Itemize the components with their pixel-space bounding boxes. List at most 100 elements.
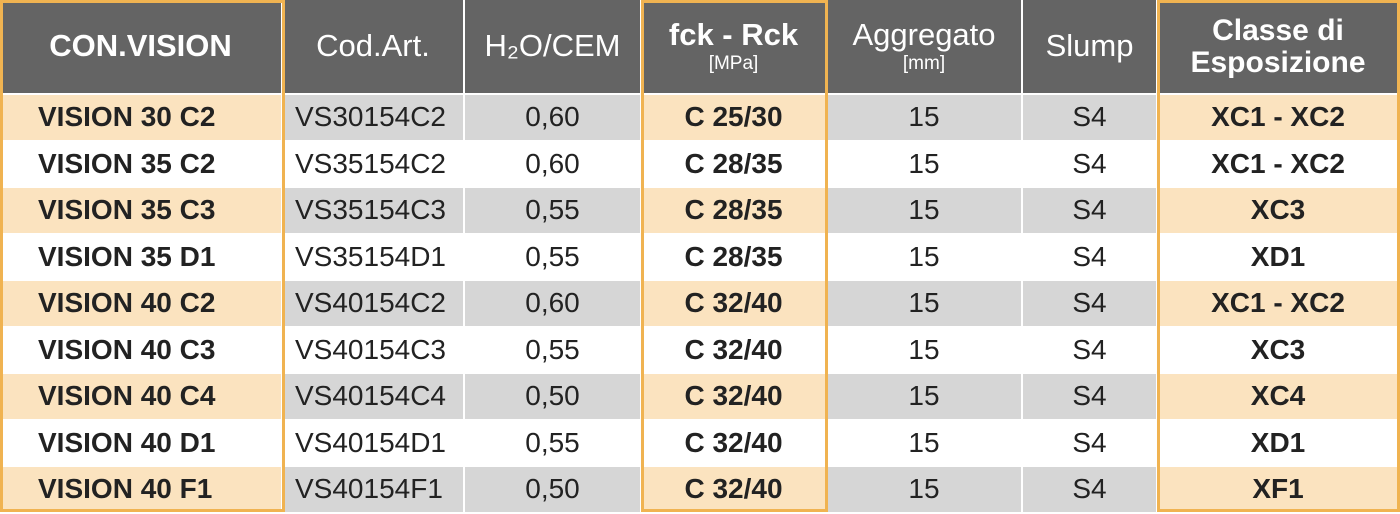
cell-slump-text: S4: [1072, 101, 1107, 133]
header-code: Cod.Art.: [283, 0, 465, 95]
cell-code-text: VS40154C3: [295, 333, 447, 365]
cell-exposure-text: XC3: [1250, 333, 1306, 365]
cell-exposure: XC1 - XC2: [1158, 281, 1400, 328]
cell-exposure: XF1: [1158, 467, 1400, 514]
cell-exposure: XC4: [1158, 374, 1400, 421]
cell-exposure-text: XD1: [1250, 426, 1306, 458]
header-slump-text: Slump: [1045, 28, 1134, 64]
cell-slump: S4: [1023, 467, 1158, 514]
cell-code-text: VS40154C2: [295, 287, 447, 319]
header-strength-unit: [MPa]: [708, 53, 759, 75]
cell-code-text: VS40154C4: [295, 380, 447, 412]
cell-aggregate-text: 15: [908, 333, 940, 365]
cell-strength: C 32/40: [642, 281, 827, 328]
cell-ratio: 0,55: [465, 327, 642, 374]
header-ratio-text: H₂O/CEM: [484, 28, 621, 64]
cell-ratio-text: 0,55: [525, 194, 580, 226]
cell-exposure-text: XC3: [1250, 194, 1306, 226]
cell-ratio-text: 0,60: [525, 147, 580, 179]
cell-slump: S4: [1023, 234, 1158, 281]
header-slump: Slump: [1023, 0, 1158, 95]
cell-aggregate-text: 15: [908, 380, 940, 412]
cell-code-text: VS35154C2: [295, 147, 447, 179]
cell-strength: C 32/40: [642, 374, 827, 421]
cell-strength-text: C 32/40: [684, 426, 783, 458]
cell-ratio-text: 0,55: [525, 240, 580, 272]
cell-ratio-text: 0,50: [525, 380, 580, 412]
cell-name: VISION 35 D1: [0, 234, 283, 281]
cell-aggregate-text: 15: [908, 426, 940, 458]
cell-code: VS40154C4: [283, 374, 465, 421]
cell-strength-text: C 32/40: [684, 473, 783, 505]
cell-aggregate: 15: [827, 188, 1023, 235]
cell-ratio: 0,60: [465, 95, 642, 142]
header-strength-text: fck - Rck: [668, 16, 799, 52]
cell-aggregate: 15: [827, 420, 1023, 467]
cell-name-text: VISION 40 C3: [38, 333, 216, 365]
cell-name: VISION 35 C3: [0, 188, 283, 235]
cell-name: VISION 40 C2: [0, 281, 283, 328]
cell-aggregate: 15: [827, 234, 1023, 281]
cell-strength: C 32/40: [642, 327, 827, 374]
cell-strength-text: C 32/40: [684, 333, 783, 365]
cell-ratio-text: 0,55: [525, 426, 580, 458]
cell-name: VISION 40 C4: [0, 374, 283, 421]
cell-ratio: 0,60: [465, 281, 642, 328]
header-aggregate: Aggregato [mm]: [827, 0, 1023, 95]
cell-exposure-text: XD1: [1250, 240, 1306, 272]
header-aggregate-unit: [mm]: [902, 53, 946, 75]
cell-strength-text: C 28/35: [684, 194, 783, 226]
cell-slump: S4: [1023, 374, 1158, 421]
cell-name-text: VISION 40 C4: [38, 380, 216, 412]
header-ratio: H₂O/CEM: [465, 0, 642, 95]
header-code-text: Cod.Art.: [316, 28, 430, 64]
cell-strength-text: C 32/40: [684, 380, 783, 412]
cell-slump-text: S4: [1072, 426, 1107, 458]
cell-code: VS40154D1: [283, 420, 465, 467]
cell-aggregate: 15: [827, 467, 1023, 514]
cell-strength-text: C 28/35: [684, 147, 783, 179]
cell-exposure: XC1 - XC2: [1158, 141, 1400, 188]
cell-slump: S4: [1023, 420, 1158, 467]
cell-code: VS35154C3: [283, 188, 465, 235]
header-exposure: Classe di Esposizione: [1158, 0, 1400, 95]
cell-code-text: VS40154F1: [295, 473, 443, 505]
cell-name: VISION 30 C2: [0, 95, 283, 142]
cell-ratio: 0,55: [465, 420, 642, 467]
cell-ratio: 0,55: [465, 188, 642, 235]
header-exposure-line1: Classe di: [1212, 14, 1344, 47]
cell-name: VISION 40 D1: [0, 420, 283, 467]
cell-aggregate: 15: [827, 281, 1023, 328]
header-name-text: CON.VISION: [49, 28, 232, 64]
cell-exposure: XD1: [1158, 420, 1400, 467]
cell-slump-text: S4: [1072, 147, 1107, 179]
cell-aggregate-text: 15: [908, 147, 940, 179]
cell-name-text: VISION 35 C2: [38, 147, 216, 179]
cell-code: VS30154C2: [283, 95, 465, 142]
cell-name-text: VISION 35 C3: [38, 194, 216, 226]
cell-code: VS40154C3: [283, 327, 465, 374]
cell-code-text: VS35154D1: [295, 240, 447, 272]
cell-exposure: XC1 - XC2: [1158, 95, 1400, 142]
cell-aggregate-text: 15: [908, 101, 940, 133]
cell-strength: C 32/40: [642, 467, 827, 514]
header-strength: fck - Rck [MPa]: [642, 0, 827, 95]
cell-aggregate-text: 15: [908, 287, 940, 319]
header-aggregate-text: Aggregato: [852, 16, 996, 52]
cell-aggregate: 15: [827, 374, 1023, 421]
cell-exposure-text: XC1 - XC2: [1211, 147, 1345, 179]
cell-slump: S4: [1023, 95, 1158, 142]
cell-ratio-text: 0,60: [525, 101, 580, 133]
cell-slump-text: S4: [1072, 473, 1107, 505]
cell-slump: S4: [1023, 188, 1158, 235]
cell-slump-text: S4: [1072, 194, 1107, 226]
cell-exposure-text: XC1 - XC2: [1211, 101, 1345, 133]
cell-aggregate: 15: [827, 141, 1023, 188]
cell-strength-text: C 25/30: [684, 101, 783, 133]
cell-exposure: XD1: [1158, 234, 1400, 281]
cell-ratio-text: 0,60: [525, 287, 580, 319]
cell-name-text: VISION 40 C2: [38, 287, 216, 319]
cell-strength: C 28/35: [642, 188, 827, 235]
cell-slump: S4: [1023, 281, 1158, 328]
cell-exposure: XC3: [1158, 188, 1400, 235]
